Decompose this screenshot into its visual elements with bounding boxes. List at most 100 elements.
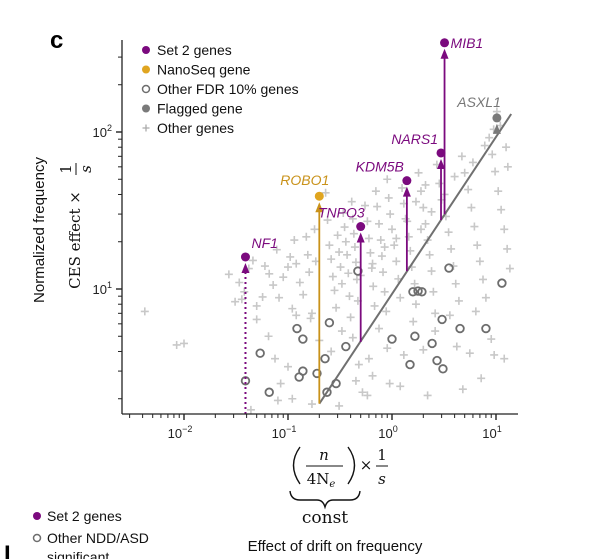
other-gene-point — [503, 244, 512, 253]
other-gene-point — [180, 339, 188, 348]
other-gene-point — [363, 217, 372, 226]
other-gene-point — [457, 152, 466, 161]
highlighted-genes-layer: MIB1 ASXL1 NARS1 KDM5B TNPO3 ROBO1 NF1 — [240, 35, 502, 262]
other-gene-point — [344, 269, 353, 278]
other-gene-point — [288, 394, 297, 403]
other-gene-point — [467, 203, 476, 212]
gene-label-nf1: NF1 — [251, 235, 277, 251]
other-gene-point — [371, 187, 380, 196]
bottom-legend-set2-label: Set 2 genes — [47, 508, 122, 524]
other-gene-point — [275, 293, 284, 302]
other-gene-point — [295, 278, 304, 287]
other-gene-point — [451, 279, 460, 288]
other-gene-point — [488, 150, 497, 159]
other-gene-point — [368, 259, 377, 268]
other-gene-point — [503, 162, 512, 171]
other-fdr-gene-point — [341, 341, 351, 352]
other-gene-point — [505, 264, 514, 273]
other-fdr-gene-point — [427, 338, 437, 349]
gene-point-tnpo3 — [356, 222, 366, 232]
other-gene-point — [349, 229, 358, 238]
other-gene-point — [460, 168, 469, 177]
other-gene-point — [452, 342, 461, 351]
other-gene-point — [279, 273, 288, 282]
other-gene-point — [468, 158, 477, 167]
other-gene-point — [385, 379, 394, 388]
other-gene-point — [429, 287, 438, 296]
other-gene-point — [500, 354, 509, 363]
other-fdr-gene-point — [331, 378, 341, 389]
other-gene-point — [444, 228, 453, 237]
y-label-line2: CES effect × — [66, 191, 84, 289]
other-gene-point — [450, 172, 459, 181]
other-fdr-gene-point — [294, 372, 304, 382]
other-gene-point — [396, 293, 405, 302]
other-gene-point — [364, 234, 373, 243]
legend-label: Set 2 genes — [157, 42, 232, 58]
other-gene-point — [500, 225, 509, 234]
other-gene-point — [411, 197, 420, 206]
arrowhead-nf1 — [241, 262, 250, 273]
other-gene-point — [410, 279, 419, 288]
other-gene-point — [388, 225, 396, 234]
other-gene-point — [284, 263, 292, 272]
other-gene-point — [306, 314, 315, 323]
other-gene-point — [366, 248, 375, 257]
other-fdr-gene-point — [413, 286, 423, 296]
other-gene-point — [386, 210, 395, 219]
other-fdr-gene-point — [417, 287, 427, 297]
gene-label-nars1: NARS1 — [391, 131, 438, 147]
other-gene-point — [330, 286, 339, 295]
other-gene-point — [347, 197, 356, 206]
highlight-arrows-layer — [241, 48, 501, 414]
bottom-legend-ndd-marker — [32, 533, 42, 543]
other-gene-point — [419, 345, 428, 354]
other-gene-point — [348, 214, 357, 223]
other-gene-point — [310, 225, 319, 234]
other-gene-point — [480, 141, 489, 150]
other-gene-point — [346, 313, 355, 322]
other-gene-point — [377, 252, 386, 261]
other-gene-point — [373, 202, 382, 211]
other-gene-point — [325, 241, 334, 250]
y-label-frac-num: 1 — [57, 164, 75, 174]
other-gene-point — [375, 324, 384, 333]
other-gene-point — [473, 241, 482, 250]
other-gene-point — [303, 250, 312, 259]
x-label-frac-den: s — [378, 470, 386, 488]
y-ticks: 102 101 — [93, 56, 122, 400]
other-gene-point — [327, 347, 336, 356]
other-gene-point — [339, 208, 348, 217]
other-fdr-gene-point — [322, 387, 332, 397]
other-fdr-gene-point — [408, 287, 418, 297]
arrowhead-asxl1 — [492, 123, 501, 134]
gene-label-tnpo3: TNPO3 — [318, 205, 365, 221]
other-gene-point — [375, 219, 384, 228]
other-gene-point — [481, 293, 490, 302]
other-fdr-gene-point — [298, 334, 308, 344]
other-gene-point — [487, 335, 496, 344]
y-tick-label: 101 — [93, 280, 112, 297]
other-gene-point — [302, 232, 311, 241]
other-gene-point — [479, 275, 488, 284]
other-gene-point — [273, 396, 282, 405]
legend-label: NanoSeq gene — [157, 62, 251, 78]
x-label-description: Effect of drift on frequency — [248, 538, 423, 555]
x-tick-label: 101 — [482, 424, 501, 441]
other-gene-point — [224, 270, 233, 279]
x-tick-label: 10−2 — [168, 424, 193, 441]
other-gene-point — [252, 301, 261, 310]
other-gene-point — [414, 168, 423, 177]
other-gene-point — [332, 303, 341, 312]
other-gene-point — [383, 344, 392, 353]
other-gene-point — [272, 245, 281, 254]
other-gene-point — [475, 257, 484, 266]
x-label-times: × — [360, 456, 373, 474]
other-fdr-genes-layer — [240, 263, 507, 397]
other-gene-point — [491, 167, 500, 176]
right-paren — [347, 446, 356, 485]
other-gene-point — [305, 268, 314, 277]
other-gene-point — [350, 243, 359, 252]
legend-marker — [142, 46, 150, 54]
other-gene-point — [276, 379, 285, 388]
